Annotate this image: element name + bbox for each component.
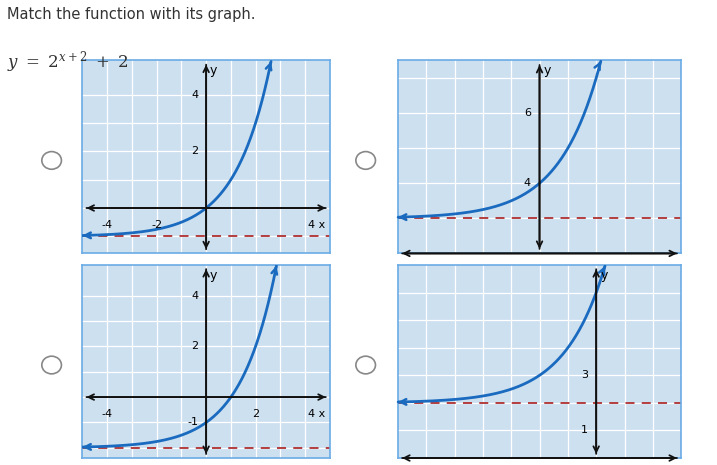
Text: 4 x: 4 x (308, 409, 325, 418)
Text: -2: -2 (478, 265, 488, 275)
Text: Match the function with its graph.: Match the function with its graph. (7, 7, 256, 22)
Text: -1: -1 (188, 418, 199, 427)
Text: 4: 4 (524, 178, 531, 188)
Text: 2: 2 (593, 265, 599, 275)
Text: -4: -4 (102, 409, 113, 418)
Text: 6: 6 (524, 108, 531, 118)
Text: -4: -4 (102, 219, 113, 230)
Text: y: y (600, 269, 608, 282)
Text: 4: 4 (191, 291, 199, 300)
Text: 2: 2 (191, 341, 199, 351)
Text: 2: 2 (191, 146, 199, 156)
Text: -2: -2 (151, 219, 162, 230)
Text: 4: 4 (191, 89, 199, 100)
Text: y: y (210, 64, 217, 77)
Text: 1: 1 (581, 425, 588, 435)
Text: 4 x: 4 x (308, 219, 325, 230)
Text: 4 x: 4 x (658, 265, 675, 275)
Text: 2: 2 (252, 409, 259, 418)
Text: -4: -4 (421, 265, 432, 275)
Text: y: y (543, 64, 551, 77)
Text: y: y (210, 269, 217, 282)
Text: 3: 3 (581, 370, 588, 380)
Text: $y\ =\ 2^{x+2}\ +\ 2$: $y\ =\ 2^{x+2}\ +\ 2$ (7, 49, 129, 75)
